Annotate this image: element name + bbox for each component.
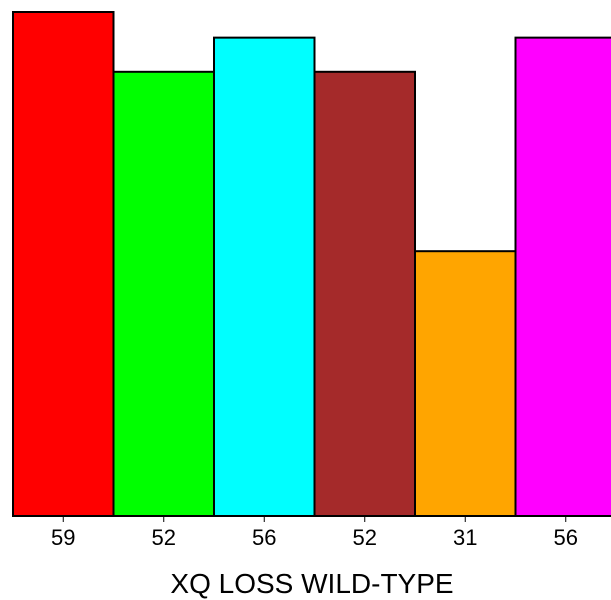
tick-label-3: 56 [252,525,276,550]
tick-marks [62,516,567,522]
bar-2 [112,70,215,518]
bar-4 [313,70,416,518]
tick-labels: 59 52 56 52 31 56 [51,525,578,550]
tick-label-2: 52 [152,525,176,550]
tick-label-1: 59 [51,525,75,550]
tick-label-5: 31 [453,525,477,550]
bar-5 [414,250,517,517]
x-axis-title: XQ LOSS WILD-TYPE [170,568,453,599]
tick-label-6: 56 [554,525,578,550]
bar-3 [213,36,316,517]
tick-label-4: 52 [353,525,377,550]
bar-1 [12,11,115,517]
bars-layer [12,11,611,518]
bar-6 [514,36,611,517]
